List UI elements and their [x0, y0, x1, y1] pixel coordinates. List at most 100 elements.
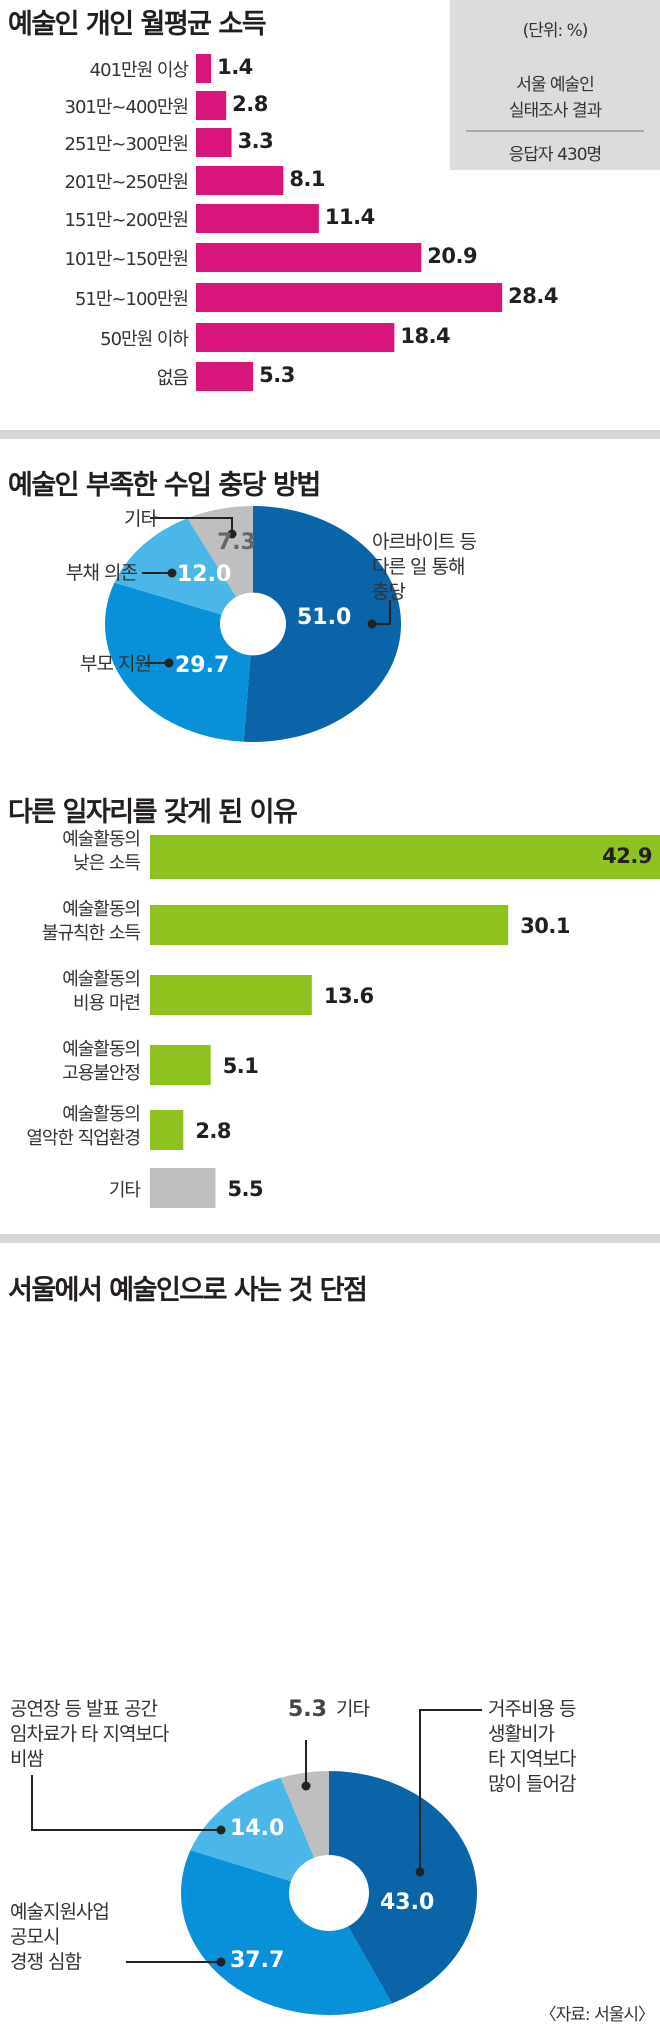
- label-line: 비쌈: [10, 1748, 44, 1770]
- chart4-value-3: 5.3: [288, 1697, 327, 1722]
- chart4-label-2: 공연장 등 발표 공간 임차료가 타 지역보다 비쌈: [10, 1697, 169, 1772]
- reason-bar: [150, 905, 509, 945]
- chart2-value-0: 51.0: [297, 605, 352, 630]
- label-line: 공연장 등 발표 공간: [10, 1698, 158, 1720]
- chart2-label-2: 부채 의존: [66, 562, 138, 584]
- label-line: 공모시: [10, 1926, 60, 1948]
- info-divider: [466, 130, 644, 132]
- leader-dot: [216, 1825, 226, 1835]
- leader-line-rent: [31, 1775, 221, 1831]
- label-line: 예술지원사업: [10, 1901, 110, 1923]
- reason-bar: [150, 975, 312, 1015]
- category-label: 고용불안정: [62, 1063, 141, 1084]
- category-label: 낮은 소득: [73, 853, 141, 874]
- value-label: 28.4: [508, 284, 558, 308]
- info-box: (단위: %) 서울 예술인 실태조사 결과 응답자 430명: [450, 0, 660, 170]
- value-label: 1.4: [217, 55, 253, 79]
- label-line: 많이 들어감: [488, 1773, 576, 1795]
- leader-dot: [301, 1781, 311, 1791]
- chart2-label-1: 부모 지원: [80, 653, 152, 675]
- value-label: 11.4: [324, 205, 375, 229]
- category-label: 401만원 이상: [89, 60, 189, 81]
- donut-slice: [187, 506, 253, 624]
- leader-dot: [415, 1867, 425, 1877]
- section-divider: [0, 1234, 660, 1243]
- category-label: 50만원 이하: [100, 329, 189, 350]
- income-bar: [196, 362, 254, 391]
- income-bar: [196, 128, 232, 157]
- value-label: 13.6: [323, 984, 374, 1008]
- category-label: 열악한 직업환경: [26, 1128, 141, 1149]
- donut-slice: [114, 518, 253, 624]
- income-bar: [196, 91, 227, 120]
- reason-bar: [150, 1168, 216, 1208]
- category-label: 51만~100만원: [74, 289, 189, 310]
- chart2-label-0: 아르바이트 등 다른 일 통해 충당: [372, 530, 477, 605]
- donut-slice: [243, 506, 401, 742]
- unit-label: (단위: %): [522, 21, 589, 41]
- donut-slice: [190, 1777, 329, 1893]
- source-note: 〈자료: 서울시〉: [539, 2005, 655, 2025]
- chart2-title: 예술인 부족한 수입 충당 방법: [8, 470, 321, 501]
- chart2-label-3: 기타: [124, 508, 158, 530]
- value-label: 18.4: [400, 324, 451, 348]
- leader-dot: [367, 619, 377, 629]
- label-line: 아르바이트 등: [372, 531, 477, 553]
- category-label: 예술활동의: [62, 1039, 141, 1060]
- category-label: 기타: [108, 1180, 141, 1201]
- label-line: 다른 일 통해: [372, 556, 465, 578]
- donut-hole: [220, 592, 286, 656]
- chart4-value-2: 14.0: [230, 1816, 285, 1841]
- category-label: 151만~200만원: [64, 210, 189, 231]
- donut-slice: [105, 582, 253, 742]
- value-label: 5.5: [227, 1177, 264, 1201]
- chart4-value-0: 43.0: [380, 1890, 435, 1915]
- chart4-label-0: 거주비용 등 생활비가 타 지역보다 많이 들어감: [488, 1697, 576, 1797]
- label-line: 거주비용 등: [488, 1698, 576, 1720]
- leader-dot: [164, 658, 174, 668]
- value-label: 20.9: [427, 244, 478, 268]
- chart2-value-2: 12.0: [177, 562, 232, 587]
- chart3-title: 다른 일자리를 갖게 된 이유: [8, 797, 298, 828]
- category-label: 불규칙한 소득: [41, 923, 141, 944]
- income-bar: [196, 283, 503, 312]
- value-label: 30.1: [520, 914, 571, 938]
- chart4-title: 서울에서 예술인으로 사는 것 단점: [8, 1275, 368, 1306]
- donut-hole: [289, 1855, 369, 1931]
- value-label: 42.9: [602, 844, 652, 868]
- reason-bar: [150, 835, 660, 879]
- income-bar: [196, 323, 395, 352]
- chart2-value-3: 7.3: [217, 530, 256, 555]
- category-label: 예술활동의: [62, 1104, 141, 1125]
- leader-line-etc: [150, 517, 233, 534]
- category-label: 301만~400만원: [64, 97, 189, 118]
- category-label: 없음: [156, 368, 189, 389]
- category-label: 251만~300만원: [64, 134, 189, 155]
- category-label: 예술활동의: [62, 829, 141, 850]
- leader-line-living: [419, 1709, 482, 1872]
- value-label: 5.1: [222, 1054, 259, 1078]
- category-label: 예술활동의: [62, 969, 141, 990]
- leader-dot: [167, 568, 177, 578]
- donut-slice: [181, 1850, 393, 2015]
- value-label: 5.3: [259, 363, 295, 387]
- reason-bar: [150, 1110, 184, 1150]
- leader-line-parttime: [372, 600, 391, 625]
- value-label: 3.3: [237, 129, 274, 153]
- category-label: 101만~150만원: [64, 249, 189, 270]
- label-line: 생활비가: [488, 1723, 555, 1745]
- chart1-title: 예술인 개인 월평균 소득: [8, 9, 267, 40]
- chart4-value-1: 37.7: [230, 1948, 285, 1973]
- income-bar: [196, 243, 422, 272]
- category-label: 예술활동의: [62, 899, 141, 920]
- income-bar: [196, 166, 284, 195]
- income-bar: [196, 204, 319, 233]
- value-label: 2.8: [232, 92, 268, 116]
- leader-dot: [227, 529, 237, 539]
- survey-line2: 실태조사 결과: [508, 101, 602, 121]
- survey-line1: 서울 예술인: [516, 75, 595, 95]
- label-line: 임차료가 타 지역보다: [10, 1723, 169, 1745]
- label-line: 경쟁 심함: [10, 1951, 82, 1973]
- chart2-value-1: 29.7: [175, 653, 230, 678]
